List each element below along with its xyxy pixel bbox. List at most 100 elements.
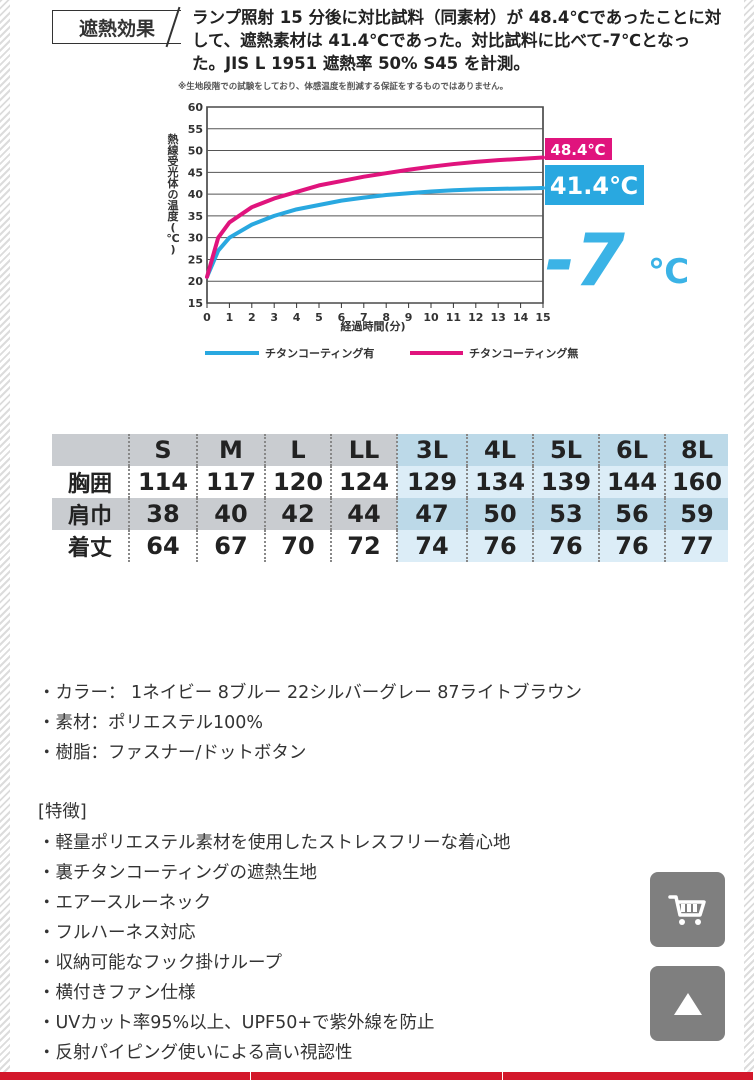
temperature-diff-unit: ℃ — [648, 252, 689, 292]
list-item: ・UVカット率95%以上、UPF50+で紫外線を防止 — [38, 1013, 435, 1033]
legend-label-coated: チタンコーティング有 — [265, 346, 374, 360]
row-label: 着丈 — [52, 530, 129, 562]
y-tick-label: 60 — [188, 101, 204, 114]
x-tick-label: 3 — [270, 311, 278, 324]
size-header-cell: S — [128, 434, 197, 466]
spec-resin: ・樹脂：ファスナー/ドットボタン — [38, 743, 307, 763]
table-cell: 120 — [264, 466, 331, 498]
y-tick-label: 55 — [188, 123, 203, 136]
table-cell: 56 — [598, 498, 665, 530]
size-header-cell: 4L — [466, 434, 533, 466]
heat-effect-description: ランプ照射 15 分後に対比試料（同素材）が 48.4℃であったことに対して、遮… — [192, 8, 722, 73]
x-tick-label: 13 — [491, 311, 506, 324]
uncoated-value-label: 48.4℃ — [550, 141, 605, 159]
x-tick-label: 0 — [203, 311, 211, 324]
table-cell: 160 — [664, 466, 728, 498]
list-item: ・裏チタンコーティングの遮熱生地 — [38, 863, 317, 883]
chart-x-label: 経過時間(分) — [340, 319, 405, 333]
table-cell: 114 — [128, 466, 197, 498]
table-row: 着丈 64 67 70 72 74 76 76 76 77 — [52, 530, 728, 562]
table-cell: 76 — [466, 530, 533, 562]
arrow-up-icon — [673, 992, 702, 1015]
table-cell: 67 — [196, 530, 265, 562]
list-item: ・収納可能なフック掛けループ — [38, 953, 282, 973]
coated-value-badge — [545, 165, 644, 205]
temperature-diff-value: -7 — [545, 218, 625, 302]
chart-x-ticks: 0 1 2 3 4 5 6 7 8 9 10 11 12 13 14 15 — [203, 311, 550, 324]
x-tick-label: 2 — [248, 311, 256, 324]
x-tick-label: 10 — [423, 311, 439, 324]
y-tick-label: 45 — [188, 166, 203, 179]
size-header-cell: 5L — [532, 434, 599, 466]
size-header-cell: M — [196, 434, 265, 466]
table-row: 肩巾 38 40 42 44 47 50 53 56 59 — [52, 498, 728, 530]
bottom-red-bar — [0, 1072, 754, 1080]
x-tick-label: 14 — [513, 311, 529, 324]
cart-icon — [667, 894, 706, 925]
x-tick-label: 7 — [360, 311, 368, 324]
y-tick-label: 35 — [188, 210, 203, 223]
bottom-bar-segment — [251, 1072, 503, 1080]
bottom-bar-segment — [503, 1072, 754, 1080]
size-header-cell — [52, 434, 129, 466]
y-tick-label: 30 — [188, 232, 204, 245]
scroll-to-top-button[interactable] — [650, 966, 725, 1041]
x-tick-label: 9 — [405, 311, 413, 324]
table-cell: 124 — [330, 466, 397, 498]
table-cell: 134 — [466, 466, 533, 498]
chart-lines — [205, 155, 545, 279]
table-cell: 42 — [264, 498, 331, 530]
list-item: ・フルハーネス対応 — [38, 923, 196, 943]
y-tick-label: 20 — [188, 275, 204, 288]
size-table: S M L LL 3L 4L 5L 6L 8L 胸囲 114 117 120 1… — [52, 434, 728, 562]
chart-y-label: 熱線受光体の温度(℃) — [166, 132, 179, 256]
table-cell: 117 — [196, 466, 265, 498]
size-header-cell: LL — [330, 434, 397, 466]
heat-effect-note: ※生地段階での試験をしており、体感温度を削減する保証をするものではありません。 — [178, 82, 509, 92]
table-cell: 74 — [396, 530, 467, 562]
size-header-cell: 8L — [664, 434, 728, 466]
table-cell: 129 — [396, 466, 467, 498]
x-tick-label: 12 — [468, 311, 483, 324]
x-tick-label: 11 — [446, 311, 461, 324]
spec-list: ・カラー： 1ネイビー 8ブルー 22シルバーグレー 87ライトブラウン ・素材… — [38, 678, 582, 768]
table-cell: 72 — [330, 530, 397, 562]
right-decorative-stripe — [744, 0, 754, 1080]
table-cell: 64 — [128, 530, 197, 562]
table-cell: 40 — [196, 498, 265, 530]
table-cell: 76 — [598, 530, 665, 562]
table-cell: 53 — [532, 498, 599, 530]
y-tick-label: 50 — [188, 145, 204, 158]
x-tick-label: 6 — [338, 311, 346, 324]
legend-label-uncoated: チタンコーティング無 — [469, 346, 578, 360]
y-tick-label: 15 — [188, 297, 203, 310]
chart-legend: チタンコーティング有 チタンコーティング無 — [205, 346, 578, 360]
series-line — [205, 186, 545, 279]
table-cell: 47 — [396, 498, 467, 530]
table-cell: 50 — [466, 498, 533, 530]
row-label: 肩巾 — [52, 498, 129, 530]
chart-grid — [206, 106, 544, 308]
x-tick-label: 4 — [293, 311, 301, 324]
x-tick-label: 15 — [535, 311, 550, 324]
spec-material: ・素材：ポリエステル100% — [38, 713, 264, 733]
x-tick-label: 5 — [315, 311, 323, 324]
series-line — [205, 155, 545, 279]
size-header-cell: 6L — [598, 434, 665, 466]
y-tick-label: 25 — [188, 253, 203, 266]
uncoated-value-badge — [545, 138, 612, 160]
size-table-header-row: S M L LL 3L 4L 5L 6L 8L — [52, 434, 728, 466]
table-cell: 77 — [664, 530, 728, 562]
heat-effect-title: 遮熱効果 — [52, 10, 181, 44]
features-title: [特徴] — [38, 802, 87, 822]
chart-y-ticks: 15 20 25 30 35 40 45 50 55 60 — [188, 101, 204, 310]
list-item: ・反射パイピング使いによる高い視認性 — [38, 1043, 353, 1063]
chart-annotations: 48.4℃ 41.4℃ -7 ℃ — [545, 138, 689, 302]
cart-button[interactable] — [650, 872, 725, 947]
table-cell: 38 — [128, 498, 197, 530]
table-cell: 59 — [664, 498, 728, 530]
spec-color: ・カラー： 1ネイビー 8ブルー 22シルバーグレー 87ライトブラウン — [38, 683, 583, 703]
plot-area — [206, 106, 544, 304]
bottom-bar-segment — [0, 1072, 252, 1080]
